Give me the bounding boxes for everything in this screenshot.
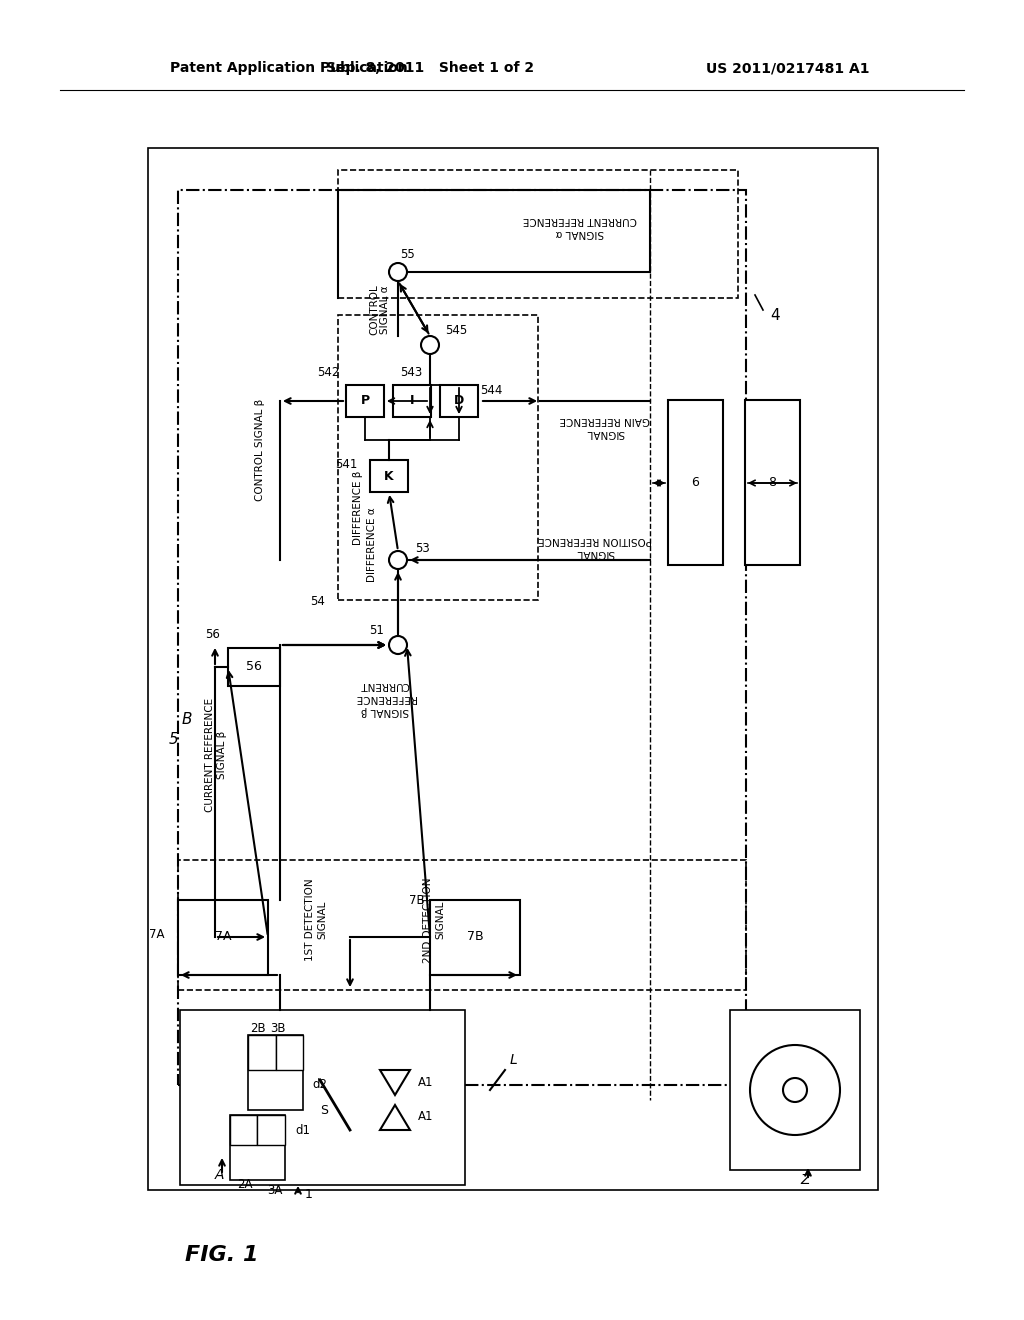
- Bar: [393, 385, 431, 417]
- Text: Sep. 8, 2011   Sheet 1 of 2: Sep. 8, 2011 Sheet 1 of 2: [326, 61, 535, 75]
- Bar: [248, 1035, 276, 1071]
- Circle shape: [783, 1078, 807, 1102]
- Text: SIGNAL: SIGNAL: [575, 548, 614, 558]
- Text: A: A: [215, 1168, 224, 1181]
- Text: 1: 1: [305, 1188, 313, 1201]
- Text: SIGNAL β: SIGNAL β: [360, 706, 410, 715]
- Text: US 2011/0217481 A1: US 2011/0217481 A1: [707, 61, 870, 75]
- Bar: [346, 385, 384, 417]
- Bar: [745, 400, 800, 565]
- Text: 8: 8: [768, 477, 776, 490]
- Text: I: I: [410, 395, 415, 408]
- Text: K: K: [384, 470, 394, 483]
- Text: A1: A1: [418, 1076, 433, 1089]
- Text: P: P: [360, 395, 370, 408]
- Bar: [148, 148, 878, 1191]
- Bar: [178, 861, 746, 990]
- Text: 51: 51: [369, 623, 384, 636]
- Text: SIGNAL: SIGNAL: [586, 428, 625, 438]
- Text: CURRENT: CURRENT: [360, 680, 410, 690]
- Circle shape: [389, 636, 407, 653]
- Text: SIGNAL: SIGNAL: [435, 900, 445, 940]
- Text: 543: 543: [400, 366, 422, 379]
- Text: CONTROL: CONTROL: [369, 285, 379, 335]
- Text: 4: 4: [770, 308, 779, 322]
- Bar: [276, 1035, 303, 1071]
- Text: 7A: 7A: [215, 931, 231, 944]
- Bar: [230, 1115, 257, 1144]
- Text: 544: 544: [480, 384, 503, 396]
- Bar: [178, 190, 746, 1085]
- Text: 54: 54: [310, 595, 325, 609]
- Text: SIGNAL β: SIGNAL β: [217, 731, 227, 779]
- Text: 6: 6: [691, 477, 699, 490]
- Text: 2ND DETECTION: 2ND DETECTION: [423, 878, 433, 962]
- Text: A1: A1: [418, 1110, 433, 1123]
- Text: S: S: [319, 1104, 328, 1117]
- Text: CURRENT REFERENCE: CURRENT REFERENCE: [523, 215, 637, 224]
- Text: GAIN REFERENCE: GAIN REFERENCE: [560, 414, 650, 425]
- Bar: [228, 648, 280, 686]
- Bar: [230, 1115, 285, 1180]
- Circle shape: [750, 1045, 840, 1135]
- Text: POSITION REFERENCE: POSITION REFERENCE: [538, 535, 652, 545]
- Text: 545: 545: [445, 323, 467, 337]
- Circle shape: [421, 337, 439, 354]
- Text: 56: 56: [205, 628, 220, 642]
- Text: 7A: 7A: [150, 928, 165, 941]
- Bar: [730, 1010, 860, 1170]
- Text: 2A: 2A: [237, 1179, 253, 1192]
- Bar: [338, 170, 738, 298]
- Text: 2B: 2B: [250, 1022, 266, 1035]
- Bar: [430, 900, 520, 975]
- Text: d1: d1: [295, 1123, 310, 1137]
- Text: DIFFERENCE β: DIFFERENCE β: [353, 471, 362, 545]
- Text: FIG. 1: FIG. 1: [185, 1245, 258, 1265]
- Text: Patent Application Publication: Patent Application Publication: [170, 61, 408, 75]
- Text: DIFFERENCE α: DIFFERENCE α: [367, 508, 377, 582]
- Bar: [178, 900, 268, 975]
- Text: 55: 55: [400, 248, 415, 261]
- Text: 7B: 7B: [410, 894, 425, 907]
- Text: 542: 542: [317, 366, 340, 379]
- Bar: [370, 459, 408, 492]
- Text: L: L: [510, 1053, 518, 1067]
- Text: 5: 5: [169, 733, 179, 747]
- Text: d2: d2: [312, 1078, 327, 1092]
- Text: Z: Z: [800, 1173, 810, 1187]
- Text: CURRENT REFERENCE: CURRENT REFERENCE: [205, 698, 215, 812]
- Circle shape: [389, 263, 407, 281]
- Text: 56: 56: [246, 660, 262, 673]
- Bar: [668, 400, 723, 565]
- Text: B: B: [181, 713, 193, 727]
- Text: REFERENCE: REFERENCE: [354, 693, 416, 704]
- Text: 1ST DETECTION: 1ST DETECTION: [305, 879, 315, 961]
- Text: SIGNAL α: SIGNAL α: [380, 285, 390, 334]
- Text: 3B: 3B: [270, 1022, 286, 1035]
- Text: 541: 541: [336, 458, 358, 471]
- Bar: [257, 1115, 285, 1144]
- Bar: [440, 385, 478, 417]
- Text: 53: 53: [415, 541, 430, 554]
- Text: D: D: [454, 395, 464, 408]
- Bar: [248, 1035, 303, 1110]
- Text: SIGNAL: SIGNAL: [317, 900, 327, 940]
- Circle shape: [389, 550, 407, 569]
- Text: SIGNAL α: SIGNAL α: [556, 228, 604, 238]
- Bar: [180, 1010, 465, 1185]
- Bar: [338, 315, 538, 601]
- Text: CONTROL SIGNAL β: CONTROL SIGNAL β: [255, 399, 265, 502]
- Text: 3A: 3A: [267, 1184, 283, 1196]
- Text: 7B: 7B: [467, 931, 483, 944]
